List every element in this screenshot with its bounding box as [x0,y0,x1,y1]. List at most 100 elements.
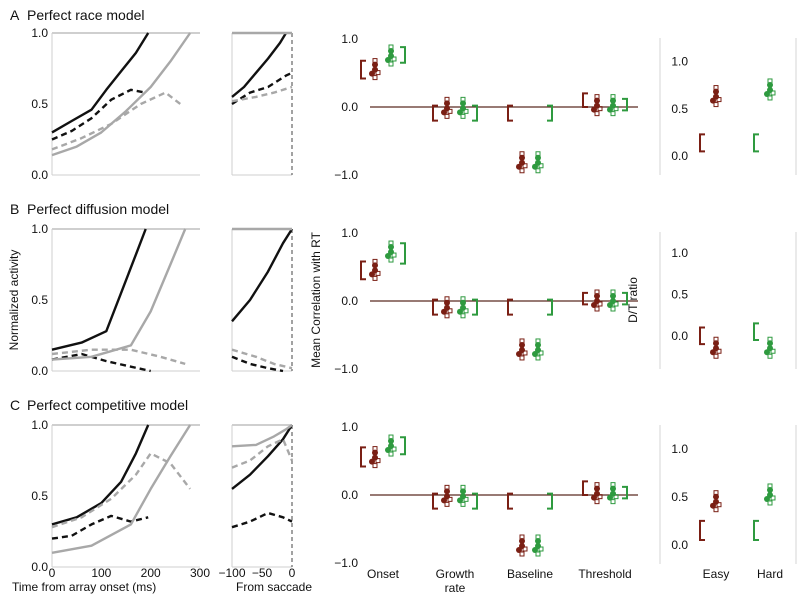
correlation-tick-label: 1.0 [341,420,358,434]
easy-marker [441,96,453,119]
ratio-tick-label: 1.0 [671,246,688,260]
saccade-axis-title: From saccade [236,580,312,594]
activity-tick-label: 1.0 [31,26,48,40]
hard-marker [385,44,397,67]
ratio-tick-label: 1.0 [671,442,688,456]
panel-title: Perfect diffusion model [27,201,169,217]
hard-marker [385,434,397,457]
easy-marker [441,296,453,319]
ratio-marker [764,78,776,101]
hard-ci-bracket [622,485,628,500]
easy-ci-bracket [507,298,513,316]
ratio-ci-bracket [753,133,759,153]
series-dashed-black [231,355,284,373]
ratio-tick-label: 1.0 [671,55,688,69]
hard-ci-bracket [400,46,406,64]
correlation-category-label: Baseline [507,567,553,581]
panel-letter: A [10,7,20,23]
array-axis-title: Time from array onset (ms) [12,580,156,594]
easy-ci-bracket [582,92,588,108]
easy-ci-bracket [507,104,513,122]
hard-marker [607,482,619,505]
ratio-marker [764,336,776,359]
easy-ci-bracket [507,492,513,510]
ratio-category-label: Easy [703,567,730,581]
array-tick-label: 200 [141,566,161,580]
ratio-ci-bracket [753,519,759,542]
hard-marker [457,484,469,507]
hard-ci-bracket [472,492,478,510]
activity-tick-label: 0.0 [31,168,48,182]
series-solid-black [51,32,150,134]
ratio-marker [710,85,722,108]
correlation-axis-title: Mean Correlation with RT [309,231,323,368]
easy-marker [516,338,528,361]
series-dashed-black [51,514,149,540]
easy-marker [369,58,381,81]
correlation-tick-label: 1.0 [341,226,358,240]
correlation-tick-label: 1.0 [341,32,358,46]
saccade-tick-label: 0 [289,566,296,580]
ratio-marker [764,483,776,506]
activity-axis-title: Normalized activity [7,250,21,351]
ratio-tick-label: 0.0 [671,538,688,552]
correlation-category-label-line2: rate [445,581,466,594]
series-solid-black [231,32,288,98]
easy-marker [369,258,381,281]
activity-tick-label: 0.0 [31,560,48,574]
array-tick-label: 0 [49,566,56,580]
easy-ci-bracket [360,59,366,80]
hard-ci-bracket [622,97,628,112]
easy-marker [441,484,453,507]
series-dashed-black [51,352,151,373]
correlation-category-label: Onset [367,567,400,581]
correlation-tick-label: −1.0 [334,556,358,570]
easy-marker [591,94,603,117]
array-tick-label: 300 [190,566,210,580]
easy-ci-bracket [582,291,588,306]
easy-ci-bracket [432,298,438,316]
correlation-tick-label: 0.0 [341,100,358,114]
hard-marker [532,534,544,557]
series-dashed-gray [231,348,293,370]
activity-tick-label: 0.0 [31,364,48,378]
series-solid-black [51,424,150,526]
hard-marker [385,240,397,263]
series-dashed-gray [51,91,182,151]
series-solid-black [231,424,294,490]
ratio-tick-label: 0.5 [671,287,688,301]
hard-ci-bracket [547,298,553,316]
correlation-category-label: Threshold [578,567,631,581]
correlation-tick-label: 0.0 [341,294,358,308]
series-dashed-gray [231,438,294,469]
series-dashed-black [51,88,146,141]
series-solid-gray [231,424,293,448]
series-dashed-gray [231,85,293,103]
hard-ci-bracket [547,104,553,122]
hard-marker [532,151,544,174]
easy-marker [591,289,603,312]
panel-title: Perfect race model [27,7,145,23]
correlation-tick-label: −1.0 [334,362,358,376]
panel-title: Perfect competitive model [27,397,188,413]
ratio-ci-bracket [699,326,705,346]
easy-marker [516,151,528,174]
correlation-category-label: Growth [436,567,475,581]
easy-ci-bracket [582,480,588,496]
series-dashed-black [231,511,293,529]
series-solid-gray [51,228,187,361]
activity-tick-label: 0.5 [31,97,48,111]
series-solid-black [51,228,147,351]
hard-ci-bracket [400,242,406,265]
easy-ci-bracket [432,492,438,510]
ratio-tick-label: 0.0 [671,329,688,343]
ratio-ci-bracket [699,519,705,542]
ratio-axis-title: D/T ratio [626,277,640,323]
hard-ci-bracket [622,291,628,306]
activity-tick-label: 0.5 [31,489,48,503]
ratio-tick-label: 0.5 [671,102,688,116]
activity-tick-label: 1.0 [31,418,48,432]
easy-marker [369,446,381,469]
correlation-tick-label: 0.0 [341,488,358,502]
